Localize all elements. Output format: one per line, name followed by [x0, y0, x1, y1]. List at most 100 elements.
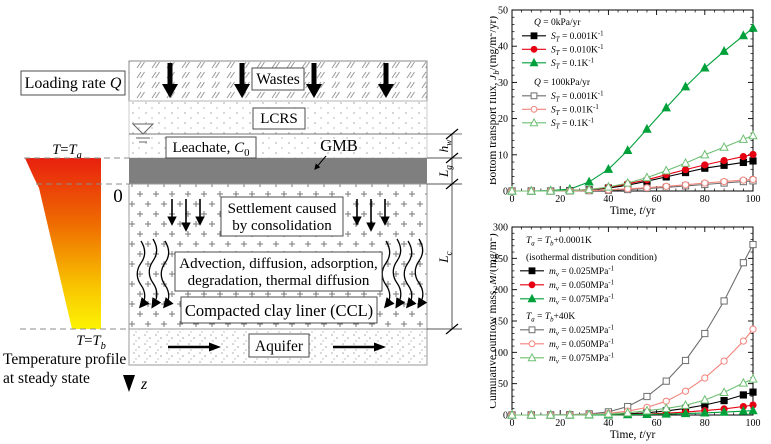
open-circle-marker — [624, 185, 632, 193]
plot-area: 0 20 40 60 80 100 0 50 100 150 200 250 300 Time, t/yr… — [490, 223, 761, 442]
open-triangle-marker — [748, 130, 758, 140]
filled-square-marker — [749, 157, 757, 165]
legend-item-label: ST = 0.1K-1 — [551, 57, 594, 70]
legend-item-label: mv = 0.050MPa-1 — [549, 279, 614, 292]
y-tick-label: 50 — [498, 379, 508, 390]
open-triangle-marker — [748, 373, 758, 383]
open-triangle-marker — [565, 185, 575, 195]
open-triangle-marker — [700, 394, 710, 404]
open-circle-marker — [739, 337, 747, 345]
gmb-label: GMB — [320, 136, 358, 155]
filled-triangle-marker — [738, 30, 749, 40]
open-triangle-marker — [661, 403, 671, 413]
open-triangle-marker — [545, 409, 556, 419]
filled-square-marker — [720, 396, 728, 405]
filled-triangle-marker — [748, 405, 758, 415]
open-triangle-marker — [719, 387, 729, 397]
open-triangle-marker — [719, 141, 729, 151]
legend-item-label: mv = 0.075MPa-1 — [549, 352, 614, 365]
open-square-marker — [681, 356, 690, 365]
plot-border — [511, 9, 754, 192]
svg-text:Advection, diffusion, adsorpti: Advection, diffusion, adsorption, — [179, 256, 377, 272]
y-tick-label: 200 — [493, 285, 508, 296]
open-square-marker — [662, 377, 670, 385]
open-circle-marker — [643, 184, 651, 192]
y-tick-label: 0 — [503, 411, 508, 422]
y-axis-title: Bottom transport flux, Jb/(mg/m2/yr) — [490, 16, 501, 185]
aquifer-flow-arrows — [168, 342, 386, 352]
legend-item-label: mv = 0.075MPa-1 — [549, 293, 614, 306]
open-triangle-marker — [565, 409, 575, 419]
filled-triangle-marker — [719, 46, 729, 55]
filled-triangle-marker — [719, 406, 729, 416]
open-circle-marker — [681, 181, 690, 189]
open-square-marker — [701, 329, 709, 338]
x-tick-label: 80 — [700, 194, 710, 205]
filled-triangle-marker — [529, 57, 539, 67]
temp-top-label: T=Ta — [52, 142, 82, 161]
x-tick-label: 100 — [746, 194, 761, 205]
open-circle-marker — [720, 177, 728, 186]
legend-item-label: mv = 0.050MPa-1 — [549, 338, 614, 351]
open-triangle-marker — [584, 409, 594, 419]
filled-circle-marker — [720, 156, 728, 165]
lcrs-label: LCRS — [252, 107, 306, 130]
svg-text:LCRS: LCRS — [260, 111, 298, 127]
filled-circle-marker — [530, 45, 538, 53]
x-tick-label: 20 — [555, 418, 565, 429]
open-triangle-marker — [529, 117, 539, 127]
temp-profile-caption-line2: at steady state — [3, 370, 90, 387]
svg-text:Leachate, C0: Leachate, C0 — [172, 140, 249, 159]
y-tick-label: 300 — [493, 223, 508, 234]
filled-triangle-marker — [642, 123, 652, 133]
x-tick-label: 60 — [652, 418, 662, 429]
open-circle-marker — [720, 357, 728, 365]
open-triangle-marker — [738, 133, 749, 143]
series-line — [512, 160, 754, 192]
aquifer-label: Aquifer — [248, 333, 310, 358]
legend-group-title: (isothermal distribution condition) — [526, 252, 657, 263]
open-circle-marker — [749, 325, 757, 333]
filled-triangle-marker — [661, 408, 671, 418]
legend-item-label: ST = 0.010K-1 — [551, 44, 604, 57]
filled-triangle-marker — [661, 102, 671, 112]
svg-text:Compacted clay liner (CCL): Compacted clay liner (CCL) — [185, 301, 373, 320]
open-circle-marker — [681, 387, 690, 395]
y-tick-label: 20 — [498, 114, 508, 125]
legend-group-title: Ta = Tb+0.0001K — [526, 236, 592, 248]
open-square-marker — [720, 297, 728, 305]
cumulative-outflow-mass-chart: 0 20 40 60 80 100 0 50 100 150 200 250 300 Time, t/yr… — [490, 223, 761, 442]
open-triangle-marker — [642, 172, 652, 182]
open-circle-marker — [701, 374, 709, 382]
x-tick-label: 80 — [700, 418, 710, 429]
x-tick-label: 40 — [603, 194, 613, 205]
x-tick-label: 0 — [510, 418, 515, 429]
filled-square-marker — [528, 267, 536, 275]
y-tick-label: 100 — [493, 348, 508, 359]
filled-triangle-marker — [603, 164, 614, 173]
loading-arrow — [234, 63, 250, 98]
filled-triangle-marker — [527, 293, 537, 303]
gmb-layer — [129, 158, 427, 184]
wastes-label: Wastes — [251, 67, 305, 91]
svg-text:degradation, thermal diffusion: degradation, thermal diffusion — [188, 273, 370, 289]
svg-text:Wastes: Wastes — [256, 71, 300, 88]
landfill-cross-section-diagram: z hw Lg Lc Loading rate Q Wastes — [3, 60, 462, 393]
filled-circle-marker — [701, 161, 709, 169]
bottom-transport-flux-chart: 0 20 40 60 80 100 0 10 20 30 40 50 Time, t/yr Bottom … — [490, 6, 761, 218]
legend-item-label: ST = 0.01K-1 — [551, 104, 599, 117]
settlement-label: Settlement caused by consolidation — [220, 196, 344, 237]
open-square-marker — [749, 240, 757, 249]
x-tick-label: 0 — [510, 194, 515, 205]
y-tick-label: 250 — [493, 254, 508, 265]
legend-item-label: mv = 0.025MPa-1 — [549, 324, 614, 337]
open-circle-marker — [701, 179, 709, 187]
open-triangle-marker — [642, 405, 652, 415]
loading-rate-label: Loading rate Q — [20, 70, 126, 96]
open-triangle-marker — [526, 185, 536, 195]
filled-circle-marker — [749, 150, 757, 159]
y-axis-title: Cumulative outflow mass, M/(mg/m2) — [490, 233, 499, 409]
dim-label-lc: Lc — [436, 250, 455, 263]
temp-profile-caption-line1: Temperature profile — [3, 351, 126, 368]
x-tick-label: 60 — [652, 194, 662, 205]
